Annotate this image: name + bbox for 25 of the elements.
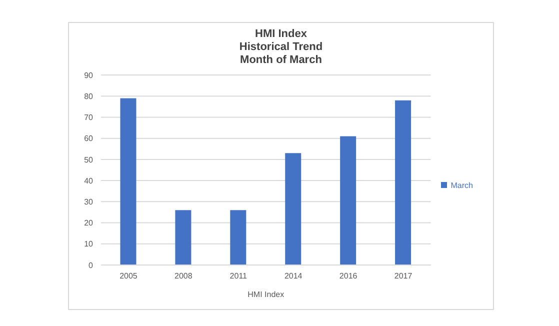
- bar: [340, 136, 356, 265]
- x-tick-label: 2017: [394, 272, 413, 281]
- y-tick-label: 60: [84, 134, 94, 144]
- y-tick-label: 50: [84, 155, 94, 164]
- x-tick-label: 2014: [284, 272, 303, 281]
- x-tick-label: 2005: [120, 272, 138, 281]
- chart-title: HMI Index Historical Trend Month of March: [238, 28, 324, 67]
- x-axis-title: HMI Index: [248, 290, 284, 299]
- y-tick-label: 20: [84, 218, 94, 228]
- y-tick-label: 10: [84, 240, 94, 249]
- x-tick-label: 2011: [230, 272, 248, 281]
- y-tick-label: 40: [84, 176, 94, 186]
- x-tick-label: 2016: [339, 272, 358, 281]
- y-tick-label: 30: [84, 198, 94, 207]
- bar: [230, 210, 246, 265]
- bar: [285, 153, 302, 265]
- bar: [175, 210, 192, 265]
- bar: [120, 98, 136, 265]
- legend-label: March: [450, 180, 473, 190]
- bar: [395, 100, 412, 265]
- x-tick-label: 2008: [174, 272, 193, 281]
- y-tick-label: 80: [84, 92, 94, 101]
- y-tick-label: 90: [84, 70, 94, 80]
- y-tick-label: 0: [88, 260, 94, 270]
- y-tick-label: 70: [84, 113, 94, 122]
